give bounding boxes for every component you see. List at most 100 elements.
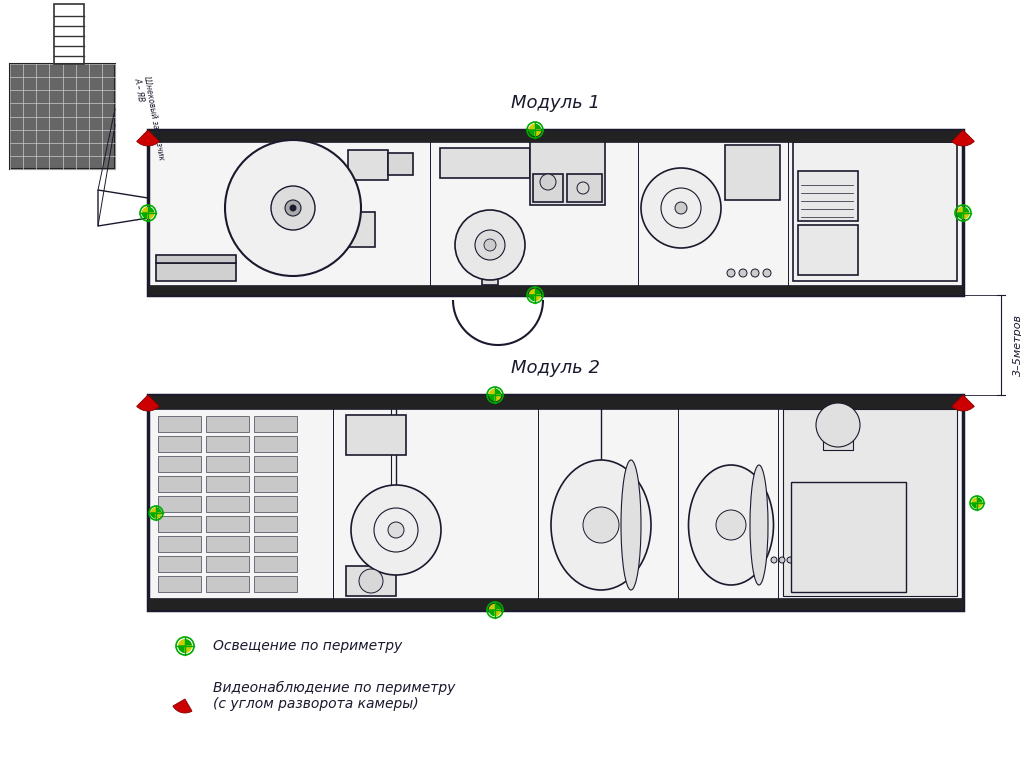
Text: Видеонаблюдение по периметру
(с углом разворота камеры): Видеонаблюдение по периметру (с углом ра… (213, 681, 455, 711)
Circle shape (787, 557, 793, 563)
Bar (206, 556, 249, 572)
Bar (795, 490, 827, 535)
Polygon shape (530, 130, 535, 135)
Bar (158, 416, 201, 432)
Bar (254, 556, 297, 572)
Polygon shape (963, 207, 969, 213)
Bar (254, 576, 297, 592)
Polygon shape (972, 503, 977, 508)
Bar (346, 415, 406, 455)
Circle shape (771, 557, 777, 563)
Bar (158, 576, 201, 592)
Bar (440, 148, 530, 178)
Polygon shape (185, 646, 191, 652)
Bar (158, 496, 201, 512)
Polygon shape (977, 498, 982, 503)
Bar (348, 150, 388, 180)
Bar (206, 576, 249, 592)
Text: Модуль 1: Модуль 1 (510, 94, 599, 112)
Polygon shape (148, 207, 153, 213)
Bar (254, 536, 297, 552)
Ellipse shape (750, 465, 768, 585)
Circle shape (583, 507, 619, 543)
Text: Освещение по периметру: Освещение по периметру (213, 639, 402, 653)
Bar (254, 496, 297, 512)
Bar (482, 250, 498, 285)
Bar (791, 482, 906, 592)
Text: 3–5метров: 3–5метров (1013, 314, 1021, 376)
Circle shape (763, 269, 771, 277)
Bar (831, 538, 863, 588)
Bar (340, 212, 375, 247)
Bar (148, 598, 963, 610)
Polygon shape (489, 610, 495, 616)
Bar (567, 174, 602, 202)
Circle shape (351, 485, 441, 575)
Circle shape (641, 168, 721, 248)
Wedge shape (952, 130, 974, 146)
Bar (10, 64, 115, 169)
Bar (148, 285, 963, 295)
Circle shape (716, 510, 746, 540)
Bar (148, 130, 963, 295)
Circle shape (540, 174, 556, 190)
Circle shape (727, 269, 735, 277)
Polygon shape (156, 508, 161, 513)
Polygon shape (535, 290, 540, 295)
Bar (795, 538, 827, 588)
Bar (54, 4, 84, 64)
Bar (867, 490, 900, 535)
Bar (867, 538, 900, 588)
Polygon shape (179, 646, 185, 652)
Ellipse shape (621, 460, 641, 590)
Bar (158, 476, 201, 492)
Bar (156, 255, 236, 263)
Bar (158, 456, 201, 472)
Bar (254, 416, 297, 432)
Bar (535, 145, 595, 180)
Bar (530, 140, 605, 205)
Polygon shape (972, 498, 977, 503)
Polygon shape (489, 604, 495, 610)
Bar (156, 263, 236, 281)
Polygon shape (489, 390, 495, 395)
Polygon shape (495, 604, 500, 610)
Polygon shape (495, 395, 500, 400)
Circle shape (739, 269, 747, 277)
Wedge shape (952, 395, 974, 411)
Polygon shape (185, 639, 191, 646)
Circle shape (816, 403, 860, 447)
Bar (254, 516, 297, 532)
Bar (206, 516, 249, 532)
Circle shape (675, 202, 687, 214)
Polygon shape (151, 508, 156, 513)
Polygon shape (489, 395, 495, 400)
Bar (254, 456, 297, 472)
Polygon shape (535, 125, 540, 130)
Circle shape (795, 557, 801, 563)
Polygon shape (958, 207, 963, 213)
Bar (206, 416, 249, 432)
Bar (158, 536, 201, 552)
Circle shape (388, 522, 404, 538)
Circle shape (359, 569, 383, 593)
Bar (793, 142, 957, 281)
Polygon shape (142, 207, 148, 213)
Text: Модуль 2: Модуль 2 (510, 359, 599, 377)
Bar (254, 436, 297, 452)
Polygon shape (151, 513, 156, 518)
Circle shape (475, 230, 505, 260)
Polygon shape (535, 130, 540, 135)
Bar (346, 566, 396, 596)
Polygon shape (495, 390, 500, 395)
Bar (798, 171, 858, 221)
Polygon shape (142, 213, 148, 219)
Polygon shape (530, 125, 535, 130)
Bar (798, 225, 858, 275)
Wedge shape (137, 130, 159, 146)
Bar (823, 425, 853, 450)
Bar (206, 456, 249, 472)
Circle shape (285, 200, 301, 216)
Polygon shape (963, 213, 969, 219)
Bar (783, 409, 957, 596)
